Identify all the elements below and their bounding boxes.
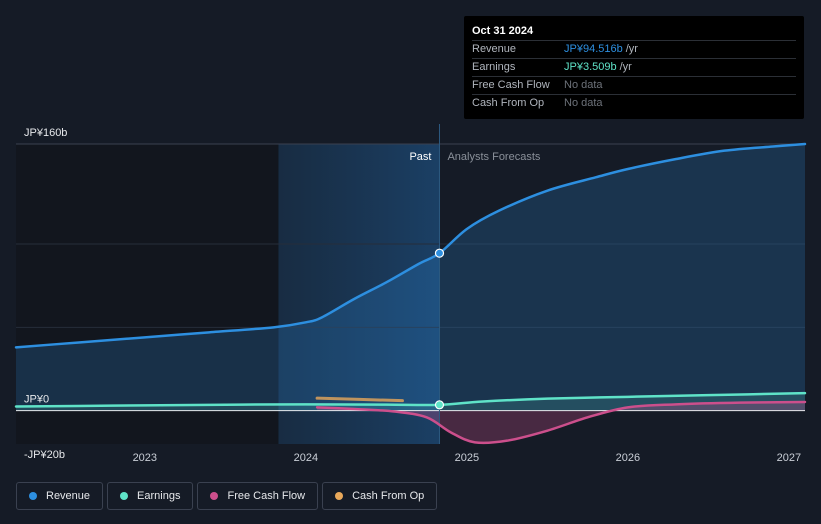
legend-item-revenue[interactable]: Revenue <box>16 482 104 510</box>
gridlines <box>16 143 805 328</box>
free-cash-flow-line <box>315 400 807 445</box>
legend-item-earnings[interactable]: Earnings <box>107 482 194 510</box>
tooltip-row-label: Earnings <box>472 61 516 73</box>
y-tick-label: JP¥160b <box>24 127 67 139</box>
past-label: Past <box>409 151 431 163</box>
legend-item-free-cash-flow[interactable]: Free Cash Flow <box>197 482 319 510</box>
legend-dot-icon <box>210 492 219 500</box>
revenue-highlight-point <box>434 248 445 258</box>
tooltip-row-value: JP¥94.516b <box>564 43 623 55</box>
earnings-highlight-point <box>434 400 445 410</box>
tooltip-row-unit: /yr <box>619 61 632 73</box>
x-tick-label: 2023 <box>133 452 157 464</box>
tooltip-row: Revenue JP¥94.516b/yr <box>472 41 796 59</box>
revenue-line <box>14 142 807 349</box>
tooltip-row-value: No data <box>564 79 603 91</box>
highlight-points <box>434 248 445 410</box>
legend-dot-icon <box>120 492 129 500</box>
cash-from-op-line <box>315 396 404 403</box>
legend-label: Free Cash Flow <box>227 490 306 502</box>
x-tick-label: 2026 <box>616 452 640 464</box>
legend-label: Earnings <box>137 490 181 502</box>
tooltip-row-value: JP¥3.509b <box>564 61 617 73</box>
x-tick-label: 2024 <box>294 452 318 464</box>
legend-label: Revenue <box>46 490 91 502</box>
legend-dot-icon <box>335 492 344 500</box>
x-tick-label: 2025 <box>455 452 479 464</box>
legend: Revenue Earnings Free Cash Flow Cash From O… <box>16 482 438 510</box>
tooltip-date: Oct 31 2024 <box>472 23 796 41</box>
legend-label: Cash From Op <box>352 490 425 502</box>
tooltip-row-unit: /yr <box>625 43 638 55</box>
tooltip-row-label: Free Cash Flow <box>472 79 550 91</box>
forecast-label: Analysts Forecasts <box>447 151 540 163</box>
x-axis-labels: 2023 2024 2025 2026 2027 <box>133 452 802 464</box>
legend-dot-icon <box>29 492 37 500</box>
tooltip-row: Free Cash Flow No data <box>472 77 796 95</box>
y-tick-label: -JP¥20b <box>24 449 65 461</box>
revenue-area <box>16 144 805 411</box>
x-tick-label: 2027 <box>777 452 801 464</box>
past-highlight-region <box>278 144 440 444</box>
tooltip-row-label: Cash From Op <box>472 97 545 109</box>
tooltip-rows: Revenue JP¥94.516b/yr Earnings JP¥3.509b/yr… <box>472 41 796 112</box>
y-tick-label: JP¥0 <box>24 394 49 406</box>
tooltip: Oct 31 2024 Revenue JP¥94.516b/yr Earnings… <box>464 16 804 119</box>
tooltip-row: Cash From Op No data <box>472 95 796 112</box>
y-axis-labels: JP¥160b JP¥0 -JP¥20b <box>24 127 67 461</box>
tooltip-row-label: Revenue <box>472 43 517 55</box>
past-left-shade <box>16 144 279 444</box>
tooltip-row-value: No data <box>564 97 603 109</box>
tooltip-row: Earnings JP¥3.509b/yr <box>472 59 796 77</box>
legend-item-cash-from-op[interactable]: Cash From Op <box>322 482 438 510</box>
